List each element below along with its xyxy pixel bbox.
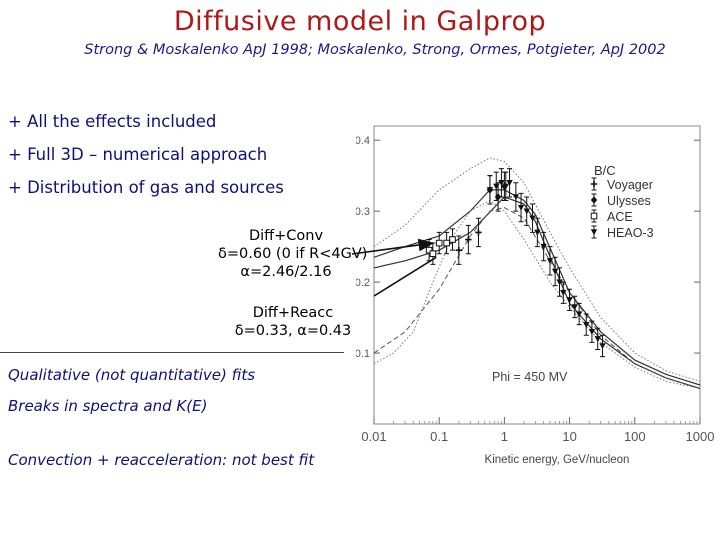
slide-subtitle: Strong & Moskalenko ApJ 1998; Moskalenko… bbox=[84, 42, 666, 58]
legend-marker-ace bbox=[590, 212, 598, 220]
data-point-heao-3 bbox=[502, 183, 509, 190]
data-point-heao-3 bbox=[540, 243, 547, 250]
legend-marker-voyager bbox=[590, 180, 598, 188]
data-point-heao-3 bbox=[493, 183, 500, 190]
data-point-heao-3 bbox=[588, 329, 596, 335]
bullet-distribution: + Distribution of gas and sources bbox=[8, 178, 284, 197]
data-point-voyager bbox=[475, 229, 482, 236]
data-point-heao-3 bbox=[566, 297, 573, 304]
x-tick-label: 1 bbox=[501, 429, 508, 444]
diff-conv-label: Diff+Conv bbox=[248, 228, 324, 244]
diff-reacc-params: δ=0.33, α=0.43 bbox=[234, 323, 352, 339]
data-point-heao-3 bbox=[556, 279, 563, 286]
note-qualitative: Qualitative (not quantitative) fits bbox=[8, 366, 256, 384]
data-point-heao-3 bbox=[512, 194, 520, 201]
x-tick-label: 0.01 bbox=[361, 429, 386, 444]
data-point-ace bbox=[449, 236, 456, 243]
data-point-heao-3 bbox=[551, 268, 559, 275]
data-point-heao-3 bbox=[506, 180, 513, 186]
legend-label-voyager: Voyager bbox=[607, 178, 653, 192]
legend-marker-ulysses bbox=[590, 196, 598, 204]
bc-ratio-plot: 0.1 0.2 0.3 0.4 0.01 0.1 1 10 100 1000 Kinetic ene… bbox=[356, 125, 715, 466]
legend-label-heao-3: HEAO-3 bbox=[607, 226, 654, 240]
note-convection: Convection + reacceleration: not best fi… bbox=[8, 451, 315, 469]
y-tick-label: 0.1 bbox=[356, 348, 370, 360]
x-tick-label: 10 bbox=[562, 429, 576, 444]
y-tick-label: 0.2 bbox=[356, 277, 370, 289]
data-point-heao-3 bbox=[546, 258, 554, 265]
diff-conv-alpha: α=2.46/2.16 bbox=[240, 264, 332, 280]
note-breaks: Breaks in spectra and K(E) bbox=[8, 397, 208, 415]
data-point-heao-3 bbox=[529, 215, 536, 222]
x-axis-label: Kinetic energy, GeV/nucleon bbox=[485, 454, 630, 466]
data-point-heao-3 bbox=[575, 311, 583, 318]
x-tick-label: 100 bbox=[624, 429, 646, 444]
diff-conv-note: Diff+Conv δ=0.60 (0 if R<4GV) α=2.46/2.1… bbox=[218, 227, 368, 281]
legend-label-ace: ACE bbox=[607, 210, 633, 224]
data-point-ace bbox=[429, 250, 437, 258]
bullet-effects: + All the effects included bbox=[8, 112, 217, 131]
diff-conv-delta: δ=0.60 (0 if R<4GV) bbox=[218, 246, 368, 262]
bullet-3d: + Full 3D – numerical approach bbox=[8, 145, 268, 164]
diff-reacc-note: Diff+Reacc δ=0.33, α=0.43 bbox=[232, 304, 354, 340]
y-tick-label: 0.4 bbox=[356, 135, 370, 147]
legend-label-ulysses: Ulysses bbox=[607, 194, 651, 208]
data-point-heao-3 bbox=[583, 321, 590, 328]
model-curve-dashed-4 bbox=[373, 207, 701, 389]
data-point-heao-3 bbox=[486, 187, 494, 194]
model-curve-dotted-3 bbox=[373, 199, 701, 389]
data-point-heao-3 bbox=[534, 229, 541, 236]
data-point-heao-3 bbox=[560, 290, 567, 296]
bc-ratio-chart: 0.1 0.2 0.3 0.4 0.01 0.1 1 10 100 1000 Kinetic ene… bbox=[356, 112, 720, 482]
x-tick-label: 0.1 bbox=[430, 429, 448, 444]
data-point-voyager bbox=[455, 246, 463, 254]
ratio-label: B/C bbox=[594, 163, 616, 178]
y-tick-label: 0.3 bbox=[356, 206, 370, 218]
data-point-heao-3 bbox=[523, 208, 530, 215]
data-point-ace bbox=[443, 239, 450, 247]
data-point-heao-3 bbox=[498, 180, 505, 186]
diff-reacc-label: Diff+Reacc bbox=[252, 305, 334, 321]
slide-title: Diffusive model in Galprop bbox=[173, 6, 547, 37]
data-point-heao-3 bbox=[594, 336, 601, 343]
data-point-heao-3 bbox=[599, 343, 606, 350]
legend-marker-heao-3 bbox=[590, 229, 598, 236]
data-point-heao-3 bbox=[517, 204, 525, 211]
data-point-voyager bbox=[465, 236, 472, 243]
data-point-ace bbox=[435, 239, 443, 247]
data-point-heao-3 bbox=[571, 304, 578, 311]
phi-label: Phi = 450 MV bbox=[492, 370, 568, 384]
x-tick-label: 1000 bbox=[686, 429, 715, 444]
divider-line bbox=[0, 352, 344, 353]
